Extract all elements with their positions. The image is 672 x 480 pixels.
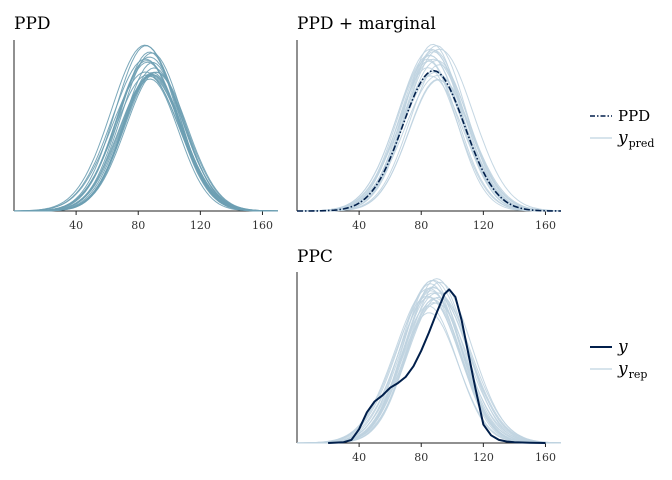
- density-draw-line: [297, 59, 561, 212]
- density-draw-line: [297, 60, 561, 212]
- density-draw-line: [14, 74, 278, 212]
- density-draw-line: [14, 71, 278, 212]
- density-draw-line: [14, 61, 278, 212]
- density-draw-line: [14, 67, 278, 212]
- x-tick-label: 120: [473, 451, 494, 464]
- density-draw-line: [297, 278, 561, 444]
- density-draw-line: [14, 75, 279, 212]
- density-draw-line: [297, 78, 561, 212]
- density-draw-line: [14, 52, 278, 212]
- x-tick-label: 80: [131, 219, 145, 232]
- density-draw-line: [297, 74, 562, 212]
- density-draw-line: [297, 45, 561, 212]
- density-draw-line: [14, 60, 278, 212]
- density-draw-line: [297, 67, 561, 212]
- panel-title: PPC: [297, 247, 333, 267]
- density-draw-line: [297, 288, 561, 444]
- density-draw-line: [14, 61, 278, 212]
- density-draw-line: [297, 79, 561, 212]
- x-tick-label: 120: [473, 219, 494, 232]
- panel-ppd: PPD 40 80 120 160: [13, 14, 279, 232]
- density-draw-line: [14, 45, 278, 212]
- density-draw-line: [296, 58, 561, 212]
- density-draw-line: [297, 286, 561, 444]
- density-draw-line: [297, 55, 561, 212]
- density-draw-line: [297, 296, 561, 444]
- density-draw-line: [296, 295, 562, 444]
- density-draw-line: [14, 78, 278, 212]
- legend-label: PPD: [618, 107, 650, 125]
- legend-ppd-marginal: PPD ypred: [590, 107, 654, 150]
- density-draw-line: [296, 54, 562, 212]
- panel-title: PPD: [14, 14, 51, 34]
- density-draw-line: [297, 43, 561, 212]
- plot-area: 40 80 120 160: [296, 40, 562, 232]
- x-tick-label: 80: [414, 219, 428, 232]
- density-draw-line: [297, 302, 561, 444]
- density-draw-line: [14, 73, 278, 212]
- x-tick-label: 120: [190, 219, 211, 232]
- density-draw-line: [297, 71, 562, 212]
- density-draw-line: [297, 279, 562, 444]
- x-tick-label: 40: [69, 219, 83, 232]
- density-draw-line: [297, 292, 561, 444]
- density-draw-line: [14, 56, 278, 212]
- x-tick-label: 160: [535, 219, 556, 232]
- density-draw-line: [297, 299, 561, 444]
- x-tick-label: 40: [352, 219, 366, 232]
- panel-title: PPD + marginal: [297, 14, 436, 34]
- density-draw-line: [14, 72, 278, 212]
- plot-area: 40 80 120 160: [13, 40, 279, 232]
- x-tick-label: 40: [352, 451, 366, 464]
- density-draw-line: [297, 290, 561, 444]
- observed-y-density-line: [328, 288, 546, 444]
- x-tick-label: 80: [414, 451, 428, 464]
- x-tick-label: 160: [252, 219, 273, 232]
- legend-label: y: [617, 337, 628, 357]
- density-draw-line: [296, 287, 562, 444]
- density-draw-line: [297, 283, 561, 444]
- density-draw-line: [297, 301, 561, 444]
- density-draw-line: [14, 74, 278, 212]
- density-draw-line: [297, 58, 561, 212]
- marginal-density-line: [297, 69, 561, 212]
- density-draw-line: [14, 58, 278, 212]
- legend-label: ypred: [617, 128, 654, 150]
- density-draw-line: [14, 71, 278, 212]
- legend-label: yrep: [617, 359, 647, 381]
- density-draw-line: [14, 74, 279, 212]
- density-draw-line: [297, 75, 562, 212]
- panel-ppc: PPC 40 80 120 160: [296, 247, 562, 464]
- density-draw-line: [297, 305, 561, 444]
- density-draw-line: [14, 44, 278, 212]
- density-draw-line: [14, 71, 278, 212]
- density-draw-line: [297, 292, 561, 444]
- density-draw-line: [297, 70, 561, 212]
- panel-ppd-marginal: PPD + marginal 40 80 120 160: [296, 14, 562, 232]
- density-draw-line: [297, 297, 561, 444]
- density-draw-line: [297, 297, 561, 444]
- x-tick-label: 160: [535, 451, 556, 464]
- plot-area: 40 80 120 160: [296, 272, 562, 464]
